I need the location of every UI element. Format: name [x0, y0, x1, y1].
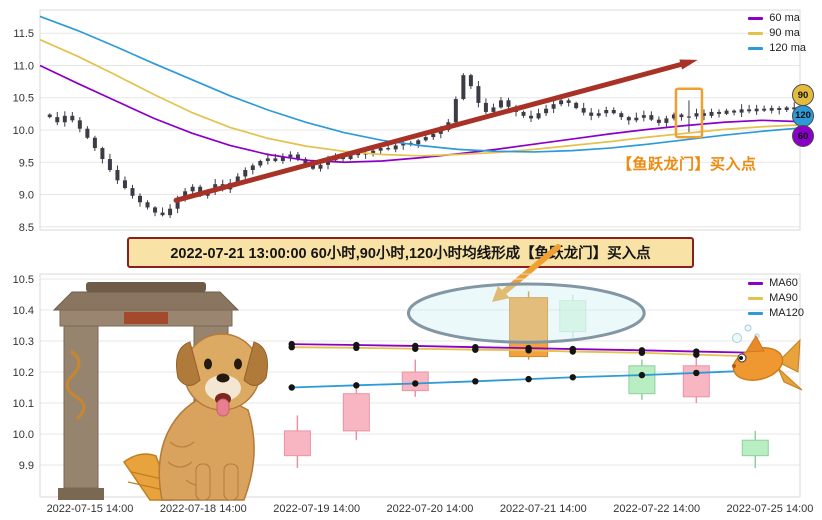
ma-badge-120: 120 [792, 104, 814, 127]
svg-text:10.0: 10.0 [13, 125, 34, 137]
svg-text:11.0: 11.0 [13, 60, 34, 72]
svg-text:2022-07-18 14:00: 2022-07-18 14:00 [160, 503, 247, 515]
legend-label-MA90: MA90 [769, 292, 798, 304]
svg-text:10.0: 10.0 [13, 429, 34, 441]
ma120-line-swatch-icon [748, 46, 764, 50]
svg-text:8.5: 8.5 [19, 222, 34, 234]
ma60-line-swatch-icon [748, 281, 764, 285]
ma60-line-swatch-icon [748, 16, 764, 20]
svg-text:9.0: 9.0 [19, 190, 34, 202]
signal-detail-chart[interactable]: 10.5 10.4 10.3 10.2 10.1 10.0 9.9 2022-07-15 14… [0, 266, 822, 520]
ma-badge-60: 60 [792, 125, 814, 147]
ma-badge-90: 90 [792, 84, 814, 106]
legend-label-120ma: 120 ma [769, 42, 806, 54]
bottom-chart-legend: MA60 MA90 MA120 [748, 277, 804, 319]
hourly-candlestick-chart[interactable]: 11.5 11.0 10.5 10.0 9.5 9.0 8.5 [0, 0, 822, 236]
svg-text:2022-07-22 14:00: 2022-07-22 14:00 [613, 503, 700, 515]
svg-text:10.4: 10.4 [13, 305, 34, 317]
legend-item-MA60: MA60 [748, 277, 804, 289]
signal-banner: 2022-07-21 13:00:00 60小时,90小时,120小时均线形成【… [127, 237, 694, 268]
svg-text:10.3: 10.3 [13, 336, 34, 348]
legend-item-60ma: 60 ma [748, 12, 806, 24]
buy-point-label: 【鱼跃龙门】买入点 [617, 156, 757, 173]
legend-label-90ma: 90 ma [769, 27, 800, 39]
ma90-line-swatch-icon [748, 31, 764, 35]
legend-label-MA60: MA60 [769, 277, 798, 289]
svg-text:10.1: 10.1 [13, 398, 34, 410]
svg-text:9.5: 9.5 [19, 157, 34, 169]
ma90-line-swatch-icon [748, 296, 764, 300]
svg-text:2022-07-21 14:00: 2022-07-21 14:00 [500, 503, 587, 515]
legend-label-MA120: MA120 [769, 307, 804, 319]
legend-label-60ma: 60 ma [769, 12, 800, 24]
legend-item-120ma: 120 ma [748, 42, 806, 54]
legend-item-MA90: MA90 [748, 292, 804, 304]
ma-badges: 90 120 60 [792, 84, 814, 147]
svg-text:2022-07-15 14:00: 2022-07-15 14:00 [47, 503, 134, 515]
top-chart-legend: 60 ma 90 ma 120 ma [748, 12, 806, 54]
svg-text:11.5: 11.5 [13, 28, 34, 40]
svg-text:10.5: 10.5 [13, 93, 34, 105]
svg-text:2022-07-19 14:00: 2022-07-19 14:00 [273, 503, 360, 515]
legend-item-90ma: 90 ma [748, 27, 806, 39]
ma120-line-swatch-icon [748, 311, 764, 315]
svg-text:10.5: 10.5 [13, 274, 34, 286]
svg-text:2022-07-20 14:00: 2022-07-20 14:00 [387, 503, 474, 515]
svg-text:9.9: 9.9 [19, 460, 34, 472]
svg-text:2022-07-25 14:00: 2022-07-25 14:00 [727, 503, 814, 515]
legend-item-MA120: MA120 [748, 307, 804, 319]
svg-text:10.2: 10.2 [13, 367, 34, 379]
